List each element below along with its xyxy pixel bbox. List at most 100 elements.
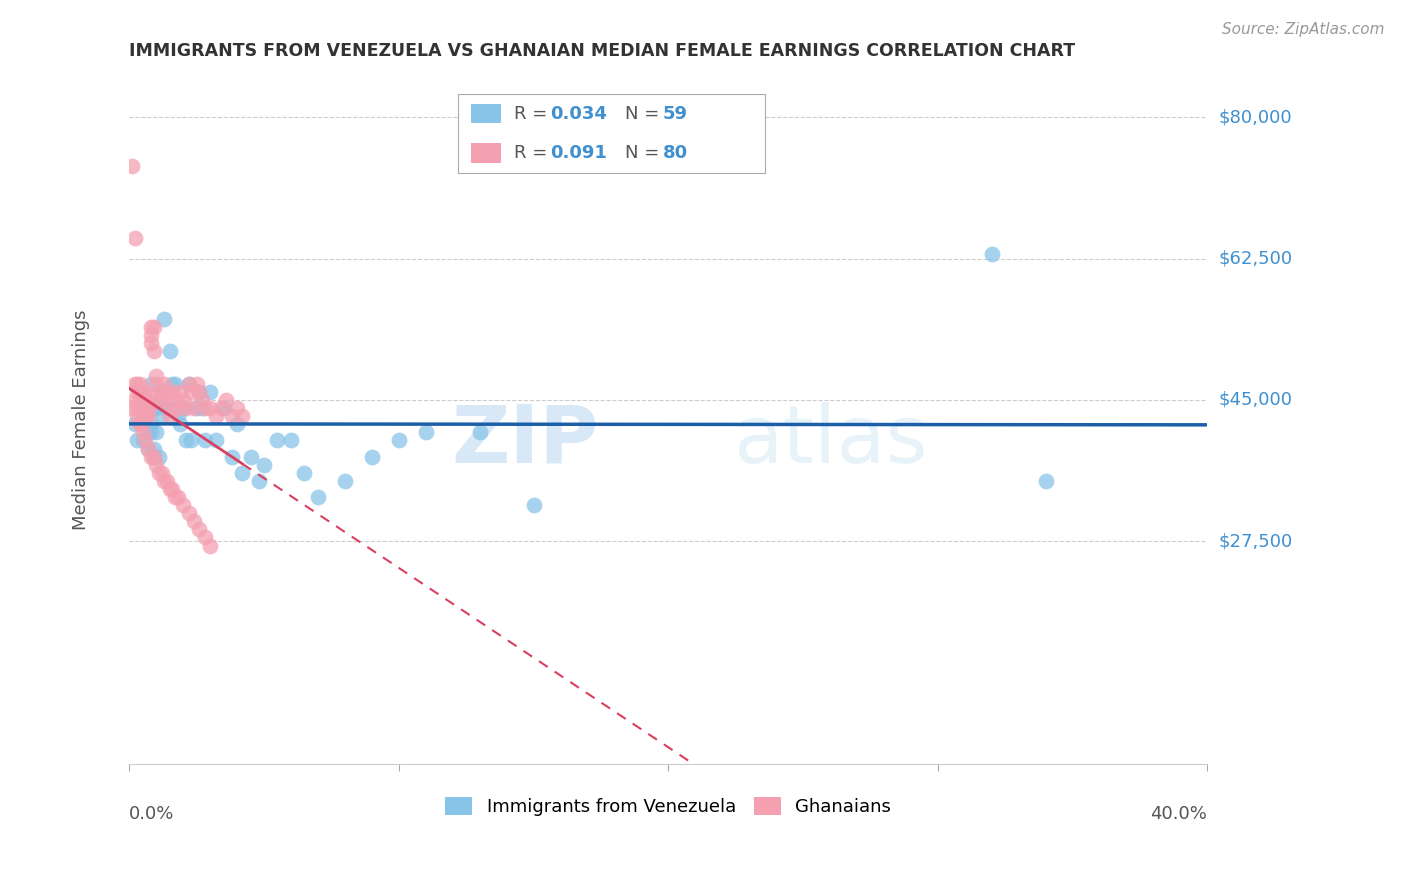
Point <box>247 474 270 488</box>
Point <box>180 384 202 399</box>
Point <box>186 376 208 391</box>
Point <box>132 434 155 448</box>
Point <box>139 336 162 351</box>
Point <box>162 376 184 391</box>
Point <box>153 376 176 391</box>
Point <box>124 417 146 432</box>
Text: ZIP: ZIP <box>451 401 598 480</box>
Point <box>132 401 155 415</box>
Point <box>145 376 167 391</box>
Point <box>127 401 149 415</box>
Point <box>159 482 181 496</box>
Point <box>162 401 184 415</box>
Point <box>183 514 205 528</box>
Point <box>145 401 167 415</box>
Point <box>145 368 167 383</box>
Point <box>239 450 262 464</box>
Point <box>150 384 173 399</box>
Text: 0.034: 0.034 <box>550 104 606 122</box>
Text: $27,500: $27,500 <box>1219 533 1292 550</box>
Point <box>153 474 176 488</box>
Point <box>166 409 188 424</box>
Text: Source: ZipAtlas.com: Source: ZipAtlas.com <box>1222 22 1385 37</box>
Point <box>136 392 159 407</box>
Point <box>159 409 181 424</box>
Point <box>150 466 173 480</box>
Point <box>129 417 152 432</box>
Point <box>136 425 159 440</box>
Point <box>231 466 253 480</box>
Point <box>124 392 146 407</box>
Point <box>132 384 155 399</box>
Point <box>121 159 143 173</box>
Point <box>165 392 187 407</box>
Point <box>191 392 214 407</box>
Point <box>188 384 211 399</box>
Point <box>221 450 243 464</box>
Text: $62,500: $62,500 <box>1219 250 1292 268</box>
Legend: Immigrants from Venezuela, Ghanaians: Immigrants from Venezuela, Ghanaians <box>437 789 898 823</box>
Text: 40.0%: 40.0% <box>1150 805 1208 823</box>
Point <box>139 328 162 343</box>
Text: $45,000: $45,000 <box>1219 391 1292 409</box>
Point <box>266 434 288 448</box>
Point <box>142 450 165 464</box>
Bar <box>471 103 501 123</box>
Point <box>166 401 188 415</box>
Point <box>132 392 155 407</box>
Point <box>145 425 167 440</box>
Point <box>194 434 217 448</box>
Point <box>226 401 249 415</box>
Point <box>159 401 181 415</box>
Point <box>156 384 179 399</box>
Text: 80: 80 <box>662 144 688 162</box>
Point <box>142 450 165 464</box>
Point <box>129 376 152 391</box>
Point <box>177 506 200 520</box>
Point <box>169 384 191 399</box>
Point <box>194 401 217 415</box>
Point <box>333 474 356 488</box>
Point <box>134 384 156 399</box>
Point <box>124 231 146 245</box>
Point <box>121 401 143 415</box>
Point <box>156 401 179 415</box>
Point <box>148 384 170 399</box>
Point <box>134 409 156 424</box>
Point <box>136 401 159 415</box>
FancyBboxPatch shape <box>458 94 765 173</box>
Point <box>134 409 156 424</box>
Point <box>127 376 149 391</box>
Point <box>204 434 226 448</box>
Point <box>153 312 176 326</box>
Point <box>124 376 146 391</box>
Point <box>188 522 211 536</box>
Point <box>186 401 208 415</box>
Point <box>191 401 214 415</box>
Point <box>134 401 156 415</box>
Point <box>136 409 159 424</box>
Point <box>159 344 181 359</box>
Point <box>148 392 170 407</box>
Point <box>360 450 382 464</box>
Point <box>253 458 276 472</box>
Point <box>156 474 179 488</box>
Text: $80,000: $80,000 <box>1219 108 1292 126</box>
Point <box>165 490 187 504</box>
Point <box>188 384 211 399</box>
Point <box>129 417 152 432</box>
Point <box>198 401 221 415</box>
Point <box>142 344 165 359</box>
Point <box>231 409 253 424</box>
Point <box>177 376 200 391</box>
Point <box>139 320 162 334</box>
Point <box>388 434 411 448</box>
Text: 0.0%: 0.0% <box>129 805 174 823</box>
Point <box>169 417 191 432</box>
Text: IMMIGRANTS FROM VENEZUELA VS GHANAIAN MEDIAN FEMALE EARNINGS CORRELATION CHART: IMMIGRANTS FROM VENEZUELA VS GHANAIAN ME… <box>129 42 1076 60</box>
Point <box>198 539 221 553</box>
Point <box>139 450 162 464</box>
Point <box>166 490 188 504</box>
Point <box>165 376 187 391</box>
Text: atlas: atlas <box>733 401 928 480</box>
